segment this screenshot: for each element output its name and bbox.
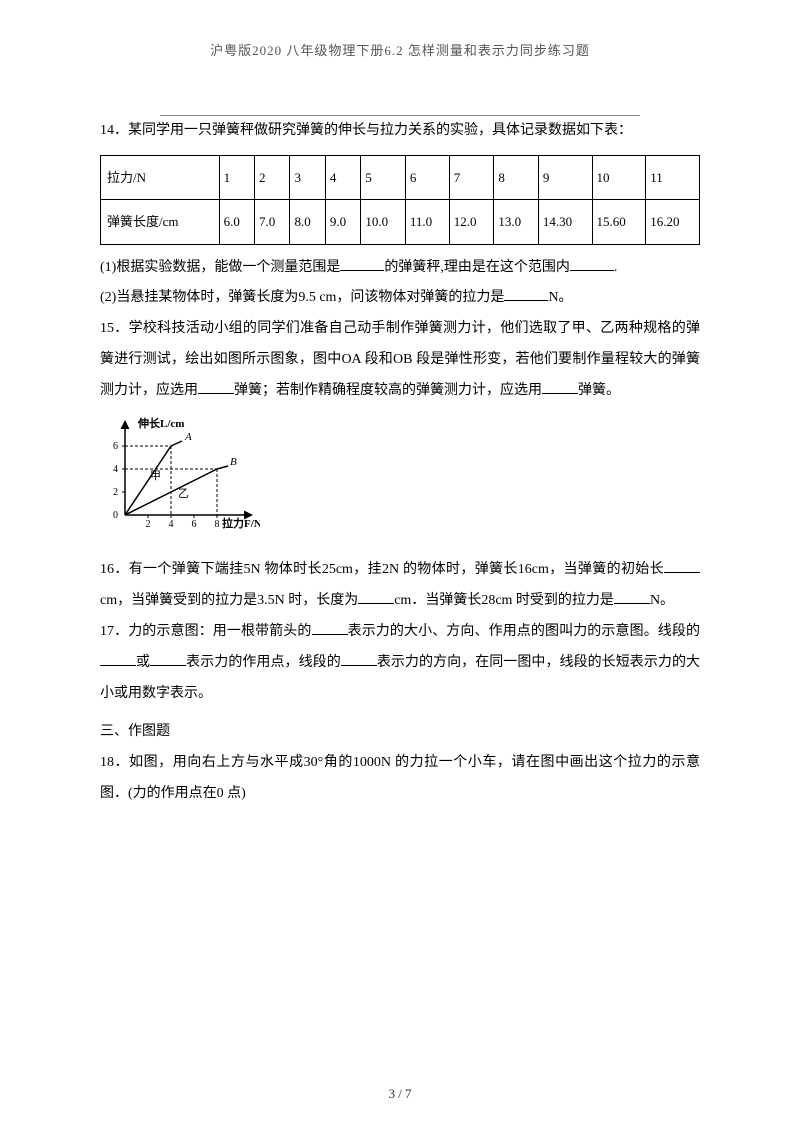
section-3-title: 三、作图题 bbox=[100, 717, 700, 748]
text: . bbox=[614, 260, 618, 275]
svg-text:8: 8 bbox=[215, 519, 220, 530]
text: cm．当弹簧长28cm 时受到的拉力是 bbox=[394, 593, 614, 608]
blank bbox=[504, 287, 548, 301]
blank bbox=[358, 590, 394, 604]
q14-p1: (1)根据实验数据，能做一个测量范围是 的弹簧秤,理由是在这个范围内. bbox=[100, 253, 700, 284]
svg-text:4: 4 bbox=[113, 464, 118, 475]
text: 16．有一个弹簧下端挂5N 物体时长25cm，挂2N 的物体时，弹簧长16cm，… bbox=[100, 562, 664, 577]
data-table: 拉力/N 1 2 3 4 5 6 7 8 9 10 11 弹簧长度/cm 6.0… bbox=[100, 155, 700, 245]
cell: 15.60 bbox=[592, 200, 646, 244]
svg-text:2: 2 bbox=[113, 487, 118, 498]
blank bbox=[312, 621, 348, 635]
svg-text:B: B bbox=[230, 456, 237, 468]
cell: 10 bbox=[592, 155, 646, 199]
cell: 4 bbox=[325, 155, 360, 199]
svg-text:4: 4 bbox=[169, 519, 174, 530]
cell: 1 bbox=[219, 155, 254, 199]
blank bbox=[570, 257, 614, 271]
cell: 6.0 bbox=[219, 200, 254, 244]
blank bbox=[542, 380, 578, 394]
text: 17．力的示意图：用一根带箭头的 bbox=[100, 624, 312, 639]
cell: 16.20 bbox=[646, 200, 700, 244]
blank bbox=[340, 257, 384, 271]
svg-text:A: A bbox=[184, 431, 192, 443]
cell: 11 bbox=[646, 155, 700, 199]
blank bbox=[664, 559, 700, 573]
q18: 18．如图，用向右上方与水平成30°角的1000N 的力拉一个小车，请在图中画出… bbox=[100, 748, 700, 810]
text: 表示力的大小、方向、作用点的图叫力的示意图。线段的 bbox=[348, 624, 701, 639]
row-label: 拉力/N bbox=[101, 155, 220, 199]
text: cm，当弹簧受到的拉力是3.5N 时，长度为 bbox=[100, 593, 358, 608]
page-header: 沪粤版2020 八年级物理下册6.2 怎样测量和表示力同步练习题 bbox=[160, 40, 640, 65]
cell: 6 bbox=[405, 155, 449, 199]
svg-text:乙: 乙 bbox=[178, 487, 189, 500]
blank bbox=[198, 380, 234, 394]
text: 弹簧。 bbox=[578, 383, 620, 398]
text: (2)当悬挂某物体时，弹簧长度为9.5 cm，问该物体对弹簧的拉力是 bbox=[100, 290, 504, 305]
page-footer: 3 / 7 bbox=[0, 1086, 800, 1102]
svg-text:0: 0 bbox=[113, 510, 118, 521]
cell: 7 bbox=[449, 155, 494, 199]
text: N。 bbox=[548, 290, 572, 305]
cell: 14.30 bbox=[538, 200, 592, 244]
cell: 8.0 bbox=[290, 200, 325, 244]
cell: 13.0 bbox=[494, 200, 539, 244]
blank bbox=[100, 652, 136, 666]
table-row: 弹簧长度/cm 6.0 7.0 8.0 9.0 10.0 11.0 12.0 1… bbox=[101, 200, 700, 244]
cell: 12.0 bbox=[449, 200, 494, 244]
q15: 15．学校科技活动小组的同学们准备自己动手制作弹簧测力计，他们选取了甲、乙两种规… bbox=[100, 314, 700, 406]
q17: 17．力的示意图：用一根带箭头的 表示力的大小、方向、作用点的图叫力的示意图。线段… bbox=[100, 617, 700, 709]
cell: 5 bbox=[361, 155, 406, 199]
svg-text:伸长L/cm: 伸长L/cm bbox=[137, 416, 184, 430]
spring-graph: 0 2 4 6 2 4 6 8 bbox=[100, 415, 260, 535]
q14-intro: 14．某同学用一只弹簧秤做研究弹簧的伸长与拉力关系的实验，具体记录数据如下表： bbox=[100, 116, 700, 147]
svg-text:甲: 甲 bbox=[150, 470, 161, 482]
text: N。 bbox=[650, 593, 674, 608]
svg-text:拉力F/N: 拉力F/N bbox=[222, 516, 260, 530]
cell: 3 bbox=[290, 155, 325, 199]
row-label: 弹簧长度/cm bbox=[101, 200, 220, 244]
q14-p2: (2)当悬挂某物体时，弹簧长度为9.5 cm，问该物体对弹簧的拉力是 N。 bbox=[100, 283, 700, 314]
text: 弹簧；若制作精确程度较高的弹簧测力计，应选用 bbox=[234, 383, 542, 398]
blank bbox=[614, 590, 650, 604]
text: (1)根据实验数据，能做一个测量范围是 bbox=[100, 260, 340, 275]
text: 的弹簧秤,理由是在这个范围内 bbox=[384, 260, 570, 275]
table-row: 拉力/N 1 2 3 4 5 6 7 8 9 10 11 bbox=[101, 155, 700, 199]
svg-text:6: 6 bbox=[113, 441, 118, 452]
blank bbox=[150, 652, 186, 666]
svg-text:6: 6 bbox=[192, 519, 197, 530]
cell: 9 bbox=[538, 155, 592, 199]
cell: 2 bbox=[255, 155, 290, 199]
svg-text:2: 2 bbox=[146, 519, 151, 530]
text: 表示力的作用点，线段的 bbox=[186, 655, 341, 670]
text: 或 bbox=[136, 655, 150, 670]
cell: 7.0 bbox=[255, 200, 290, 244]
cell: 8 bbox=[494, 155, 539, 199]
cell: 9.0 bbox=[325, 200, 360, 244]
cell: 11.0 bbox=[405, 200, 449, 244]
blank bbox=[341, 652, 377, 666]
q16: 16．有一个弹簧下端挂5N 物体时长25cm，挂2N 的物体时，弹簧长16cm，… bbox=[100, 555, 700, 617]
cell: 10.0 bbox=[361, 200, 406, 244]
